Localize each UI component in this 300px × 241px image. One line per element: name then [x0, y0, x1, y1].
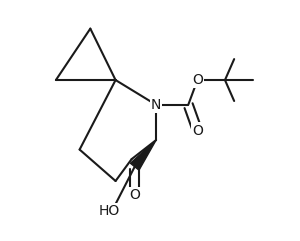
- Text: HO: HO: [99, 204, 120, 219]
- Text: O: O: [192, 124, 203, 138]
- Text: O: O: [129, 188, 140, 202]
- Polygon shape: [130, 140, 156, 170]
- Text: O: O: [192, 73, 203, 87]
- Text: N: N: [151, 98, 161, 112]
